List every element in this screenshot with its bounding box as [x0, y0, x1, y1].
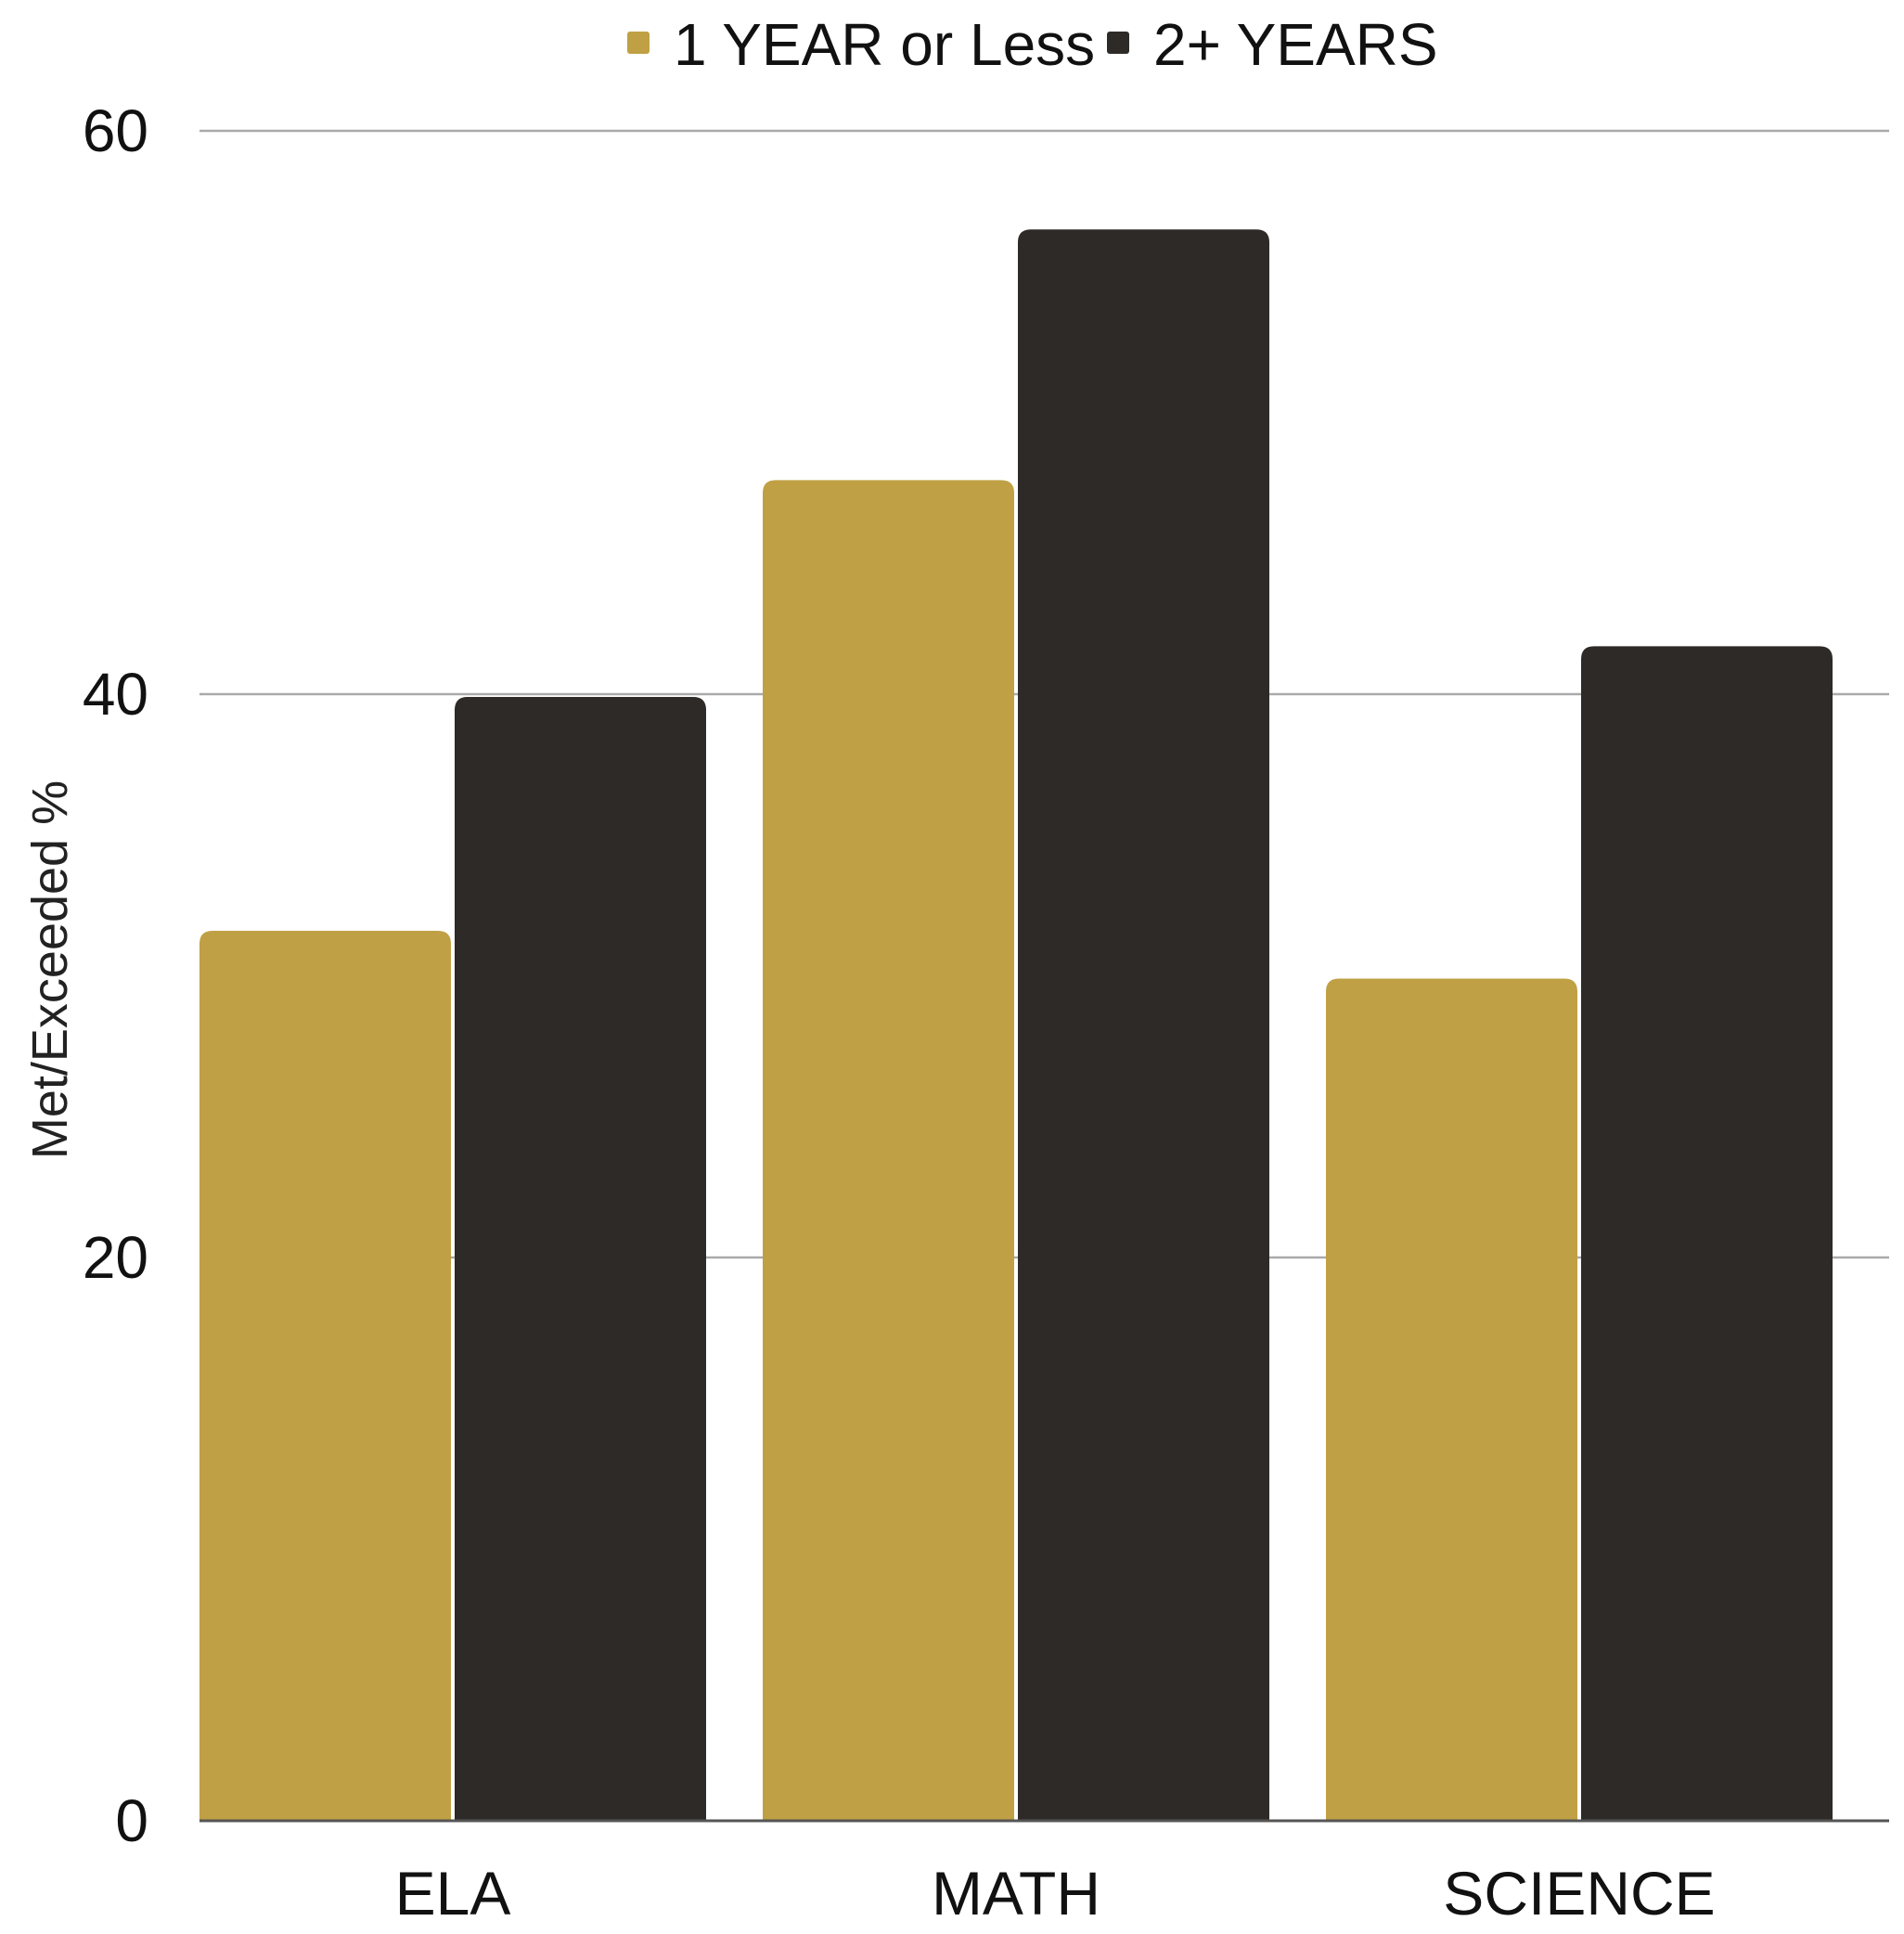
legend-swatch-0 [627, 32, 650, 54]
bar-science-series-1 [1581, 646, 1833, 1821]
bar-math-series-1 [1018, 229, 1269, 1822]
legend-label-0: 1 YEAR or Less [674, 11, 1095, 78]
axes: 0 20 40 60 ELA MATH SCIENCE [83, 97, 1889, 1928]
legend-swatch-1 [1107, 32, 1129, 54]
x-tick-label-ela: ELA [395, 1859, 511, 1928]
y-tick-label-60: 60 [83, 97, 148, 164]
bar-ela-series-0 [199, 930, 451, 1821]
legend-label-1: 2+ YEARS [1153, 11, 1438, 78]
x-tick-label-math: MATH [932, 1859, 1100, 1928]
legend: 1 YEAR or Less 2+ YEARS [627, 11, 1438, 78]
y-tick-label-20: 20 [83, 1224, 148, 1291]
bar-science-series-0 [1326, 978, 1577, 1821]
bar-ela-series-1 [455, 697, 706, 1822]
y-tick-label-0: 0 [115, 1787, 148, 1854]
x-tick-label-science: SCIENCE [1443, 1859, 1715, 1928]
bars [199, 229, 1833, 1822]
y-axis-label: Met/Exceeded % [22, 780, 78, 1159]
y-tick-label-40: 40 [83, 661, 148, 728]
bar-math-series-0 [763, 480, 1014, 1821]
